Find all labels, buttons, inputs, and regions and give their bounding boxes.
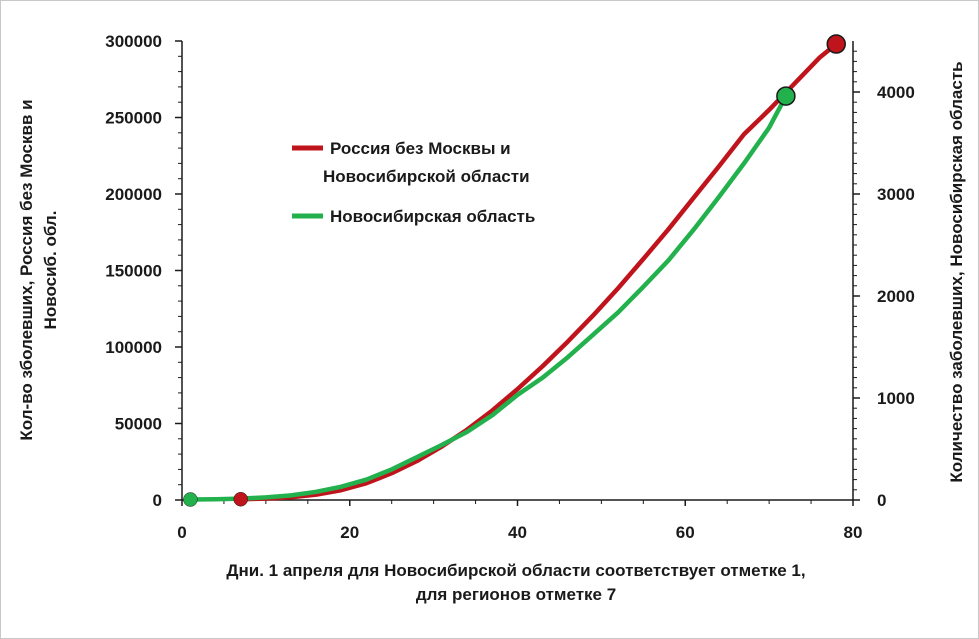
y-right-tick-label: 3000 [877,185,915,204]
y-left-tick-label: 300000 [105,32,162,51]
legend-label-russia-line-2: Новосибирской области [323,167,530,186]
y-left-ticks: 0 50000 100000 150000 200000 250000 300000 [105,32,182,510]
series-line-russia [238,41,839,502]
series-marker-novosibirsk [183,492,198,507]
y-left-tick-label: 250000 [105,109,162,128]
y-left-axis-title-line-1: Кол-во зболевших, Россия без Москвв и [17,99,36,440]
y-left-tick-label: 50000 [115,415,162,434]
x-axis-title-line-2: для регионов отметке 7 [416,585,616,604]
series-marker-russia [233,491,248,507]
y-left-axis-title-line-2: Новосиб. обл. [41,211,60,330]
y-right-axis-title: Количество заболевших, Новосибирская обл… [947,61,966,482]
x-tick-label: 80 [844,523,863,542]
legend: Россия без Москвы и Новосибирской област… [292,139,535,226]
series-line-novosibirsk [188,93,789,502]
series-marker-novosibirsk [776,86,796,106]
series-layer [188,41,839,502]
x-tick-label: 40 [508,523,527,542]
x-axis-title-line-1: Дни. 1 апреля для Новосибирской области … [226,561,805,580]
y-left-tick-label: 150000 [105,262,162,281]
y-right-tick-label: 2000 [877,287,915,306]
y-right-ticks: 0 1000 2000 3000 4000 [853,50,915,510]
marker-layer [183,34,846,507]
x-tick-label: 60 [676,523,695,542]
x-tick-label: 20 [340,523,359,542]
legend-label-russia-line-1: Россия без Москвы и [330,139,511,158]
y-right-tick-label: 1000 [877,389,915,408]
y-left-tick-label: 100000 [105,338,162,357]
x-ticks: 0 20 40 60 80 [177,500,862,542]
y-right-tick-label: 0 [877,491,886,510]
series-marker-russia [826,34,846,54]
y-left-tick-label: 200000 [105,185,162,204]
y-right-tick-label: 4000 [877,83,915,102]
x-tick-label: 0 [177,523,186,542]
y-left-tick-label: 0 [153,491,162,510]
legend-label-novosibirsk: Новосибирская область [330,207,535,226]
